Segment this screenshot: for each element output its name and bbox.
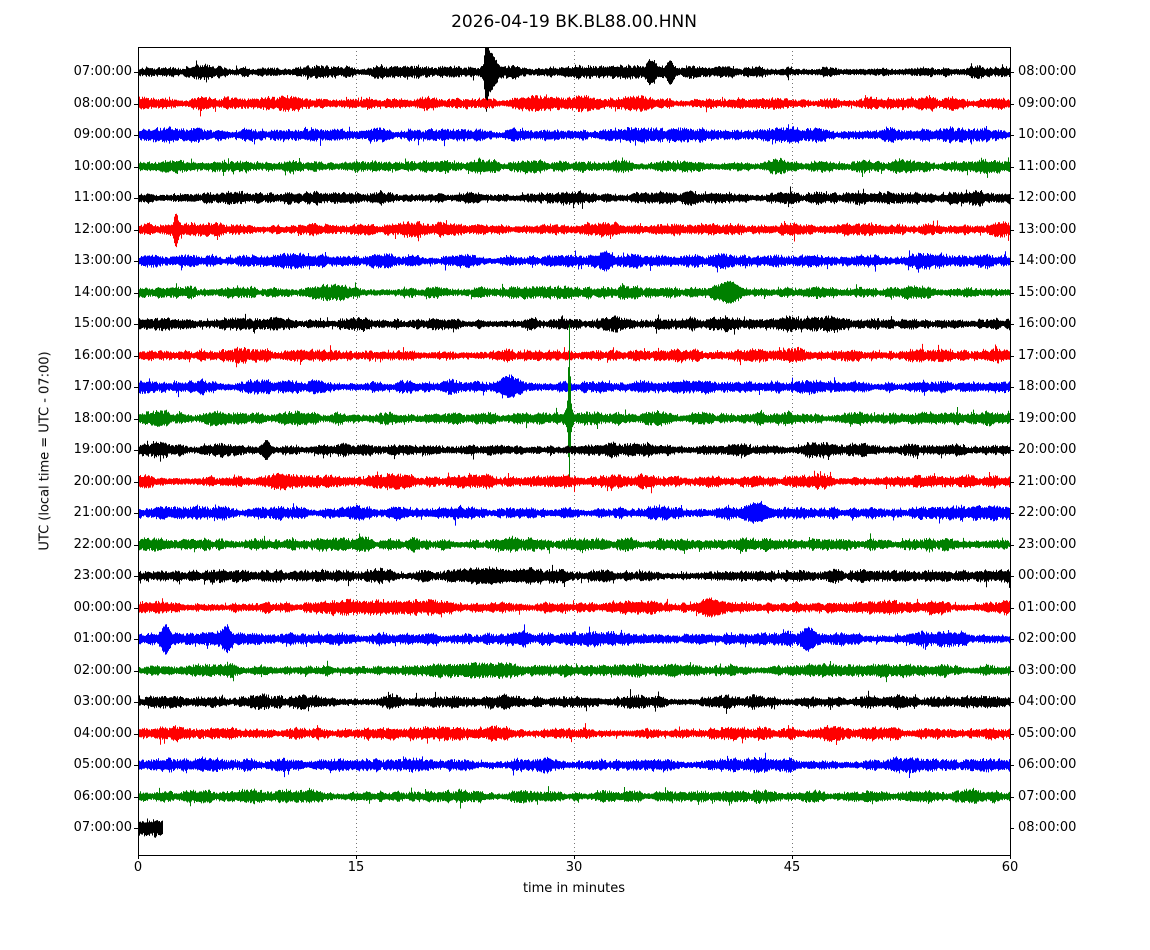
- utc-time-label: 14:00:00: [73, 284, 132, 300]
- local-time-label: 06:00:00: [1018, 757, 1077, 772]
- chart-title: 2026-04-19 BK.BL88.00.HNN: [451, 12, 697, 32]
- utc-time-label: 11:00:00: [73, 190, 132, 205]
- local-time-label: 02:00:00: [1018, 631, 1077, 646]
- utc-time-label: 12:00:00: [73, 221, 132, 237]
- utc-time-label: 13:00:00: [73, 253, 132, 268]
- utc-time-label: 07:00:00: [73, 820, 132, 835]
- x-tick-label: 45: [783, 860, 801, 875]
- local-time-label: 21:00:00: [1018, 473, 1077, 489]
- utc-time-label: 10:00:00: [73, 158, 132, 174]
- x-tick-label: 15: [347, 860, 365, 875]
- utc-time-label: 09:00:00: [73, 127, 132, 142]
- local-time-label: 09:00:00: [1018, 95, 1077, 111]
- utc-time-label: 15:00:00: [73, 316, 132, 331]
- local-time-label: 19:00:00: [1018, 410, 1077, 426]
- utc-time-label: 20:00:00: [73, 473, 132, 489]
- local-time-label: 13:00:00: [1018, 221, 1077, 237]
- utc-time-label: 23:00:00: [73, 568, 132, 583]
- utc-time-label: 19:00:00: [73, 442, 132, 457]
- local-time-label: 16:00:00: [1018, 316, 1077, 331]
- x-tick-label: 60: [1001, 860, 1019, 875]
- utc-time-label: 00:00:00: [73, 599, 132, 615]
- local-time-label: 17:00:00: [1018, 347, 1077, 363]
- utc-time-label: 21:00:00: [73, 505, 132, 520]
- utc-time-label: 08:00:00: [73, 95, 132, 111]
- utc-time-label: 22:00:00: [73, 536, 132, 552]
- local-time-label: 00:00:00: [1018, 568, 1077, 583]
- local-time-label: 07:00:00: [1018, 788, 1077, 804]
- local-time-label: 10:00:00: [1018, 127, 1077, 142]
- x-tick-label: 0: [133, 860, 143, 875]
- local-time-label: 11:00:00: [1018, 158, 1077, 174]
- local-time-label: 08:00:00: [1018, 64, 1077, 79]
- utc-time-label: 07:00:00: [73, 64, 132, 79]
- utc-time-label: 06:00:00: [73, 788, 132, 804]
- local-time-label: 08:00:00: [1018, 820, 1077, 835]
- x-axis-label: time in minutes: [522, 881, 626, 896]
- local-time-label: 03:00:00: [1018, 662, 1077, 678]
- utc-time-label: 16:00:00: [73, 347, 132, 363]
- local-time-label: 12:00:00: [1018, 190, 1077, 205]
- local-time-label: 14:00:00: [1018, 253, 1077, 268]
- local-time-label: 04:00:00: [1018, 694, 1077, 709]
- local-time-label: 22:00:00: [1018, 505, 1077, 520]
- utc-time-label: 01:00:00: [73, 631, 132, 646]
- local-time-label: 18:00:00: [1018, 379, 1077, 394]
- utc-time-label: 18:00:00: [73, 410, 132, 426]
- local-time-label: 01:00:00: [1018, 599, 1077, 615]
- local-time-label: 15:00:00: [1018, 284, 1077, 300]
- utc-time-label: 03:00:00: [73, 694, 132, 709]
- utc-time-label: 02:00:00: [73, 662, 132, 678]
- utc-time-label: 17:00:00: [73, 379, 132, 394]
- local-time-label: 23:00:00: [1018, 536, 1077, 552]
- utc-time-label: 04:00:00: [73, 725, 132, 741]
- local-time-label: 05:00:00: [1018, 725, 1077, 741]
- local-time-label: 20:00:00: [1018, 442, 1077, 457]
- x-tick-label: 30: [565, 860, 583, 875]
- utc-time-label: 05:00:00: [73, 757, 132, 772]
